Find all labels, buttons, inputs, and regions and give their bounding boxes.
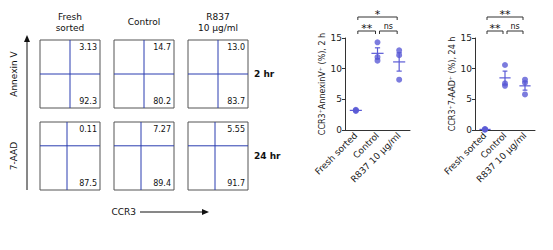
- svg-text:CCR3⁺AnnexinV⁺ (%), 2 h: CCR3⁺AnnexinV⁺ (%), 2 h: [318, 33, 327, 135]
- svg-text:Control: Control: [128, 17, 161, 27]
- svg-text:**: **: [361, 22, 373, 35]
- svg-text:Fresh: Fresh: [58, 12, 82, 22]
- svg-text:7-AAD: 7-AAD: [9, 142, 19, 170]
- svg-text:sorted: sorted: [56, 23, 85, 33]
- svg-text:83.7: 83.7: [227, 97, 245, 106]
- svg-text:R837 10 µg/ml: R837 10 µg/ml: [475, 130, 529, 184]
- svg-text:87.5: 87.5: [79, 179, 97, 188]
- svg-text:ns: ns: [510, 22, 519, 31]
- svg-text:10 µg/ml: 10 µg/ml: [198, 23, 238, 33]
- svg-text:10: 10: [331, 64, 343, 74]
- svg-text:5: 5: [336, 94, 342, 104]
- svg-text:7.27: 7.27: [153, 125, 171, 134]
- svg-text:CCR3⁺7-AAD⁺ (%), 24 h: CCR3⁺7-AAD⁺ (%), 24 h: [448, 37, 457, 132]
- svg-text:15: 15: [461, 33, 472, 43]
- svg-text:0: 0: [466, 125, 472, 135]
- svg-text:ns: ns: [384, 22, 393, 31]
- svg-text:Control: Control: [478, 130, 509, 161]
- svg-text:Annexin V: Annexin V: [9, 50, 19, 96]
- svg-text:**: **: [500, 8, 512, 21]
- svg-text:15: 15: [331, 33, 342, 43]
- svg-text:5: 5: [466, 94, 472, 104]
- svg-text:92.3: 92.3: [79, 97, 97, 106]
- svg-text:14.7: 14.7: [153, 43, 171, 52]
- svg-text:Fresh sorted: Fresh sorted: [313, 130, 360, 177]
- svg-text:0: 0: [336, 125, 342, 135]
- svg-text:91.7: 91.7: [227, 179, 245, 188]
- svg-text:89.4: 89.4: [153, 179, 171, 188]
- svg-text:Control: Control: [351, 130, 381, 161]
- svg-text:0.11: 0.11: [79, 125, 97, 134]
- svg-text:R837: R837: [206, 12, 229, 22]
- svg-text:2 hr: 2 hr: [254, 69, 275, 79]
- svg-text:10: 10: [461, 64, 473, 74]
- svg-text:5.55: 5.55: [227, 125, 245, 134]
- svg-text:Fresh sorted: Fresh sorted: [442, 130, 489, 177]
- svg-text:**: **: [490, 22, 502, 35]
- svg-text:R837 10 µg/ml: R837 10 µg/ml: [349, 130, 403, 184]
- svg-text:80.2: 80.2: [153, 97, 171, 106]
- svg-text:24 hr: 24 hr: [254, 151, 281, 161]
- svg-text:13.0: 13.0: [227, 43, 245, 52]
- svg-text:*: *: [375, 8, 381, 21]
- svg-text:CCR3: CCR3: [111, 207, 136, 217]
- svg-text:3.13: 3.13: [79, 43, 97, 52]
